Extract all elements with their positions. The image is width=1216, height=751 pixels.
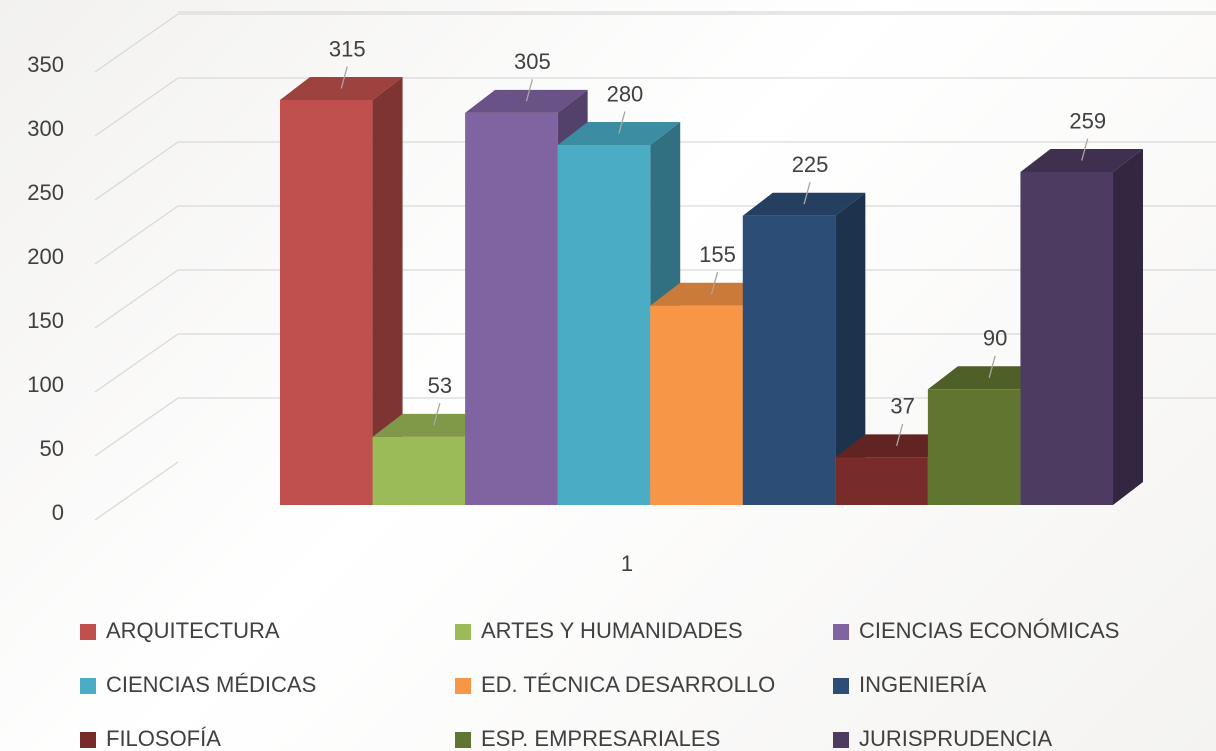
bar-side xyxy=(1113,149,1143,505)
grid-line xyxy=(94,205,179,265)
grid-line xyxy=(94,77,179,137)
label-leader xyxy=(988,355,996,378)
data-label: 280 xyxy=(607,81,644,106)
legend-swatch xyxy=(80,732,96,748)
data-label: 155 xyxy=(699,242,736,267)
bar xyxy=(465,112,558,505)
label-leader xyxy=(803,182,811,205)
grid-line xyxy=(94,397,179,457)
bar xyxy=(557,145,651,505)
bar xyxy=(835,457,928,505)
bar xyxy=(650,305,743,505)
legend-swatch xyxy=(80,624,96,640)
label-leader xyxy=(618,111,626,134)
y-tick-label: 150 xyxy=(27,308,64,333)
y-tick-label: 350 xyxy=(27,52,64,77)
legend-swatch xyxy=(833,624,849,640)
grid-line xyxy=(94,333,179,393)
label-leader xyxy=(340,66,348,89)
legend-label: CIENCIAS ECONÓMICAS xyxy=(859,618,1119,643)
bar-side xyxy=(835,192,866,505)
label-leader xyxy=(433,403,441,426)
bar xyxy=(1020,172,1113,505)
label-leader xyxy=(525,79,534,102)
bar xyxy=(742,215,836,505)
legend-swatch xyxy=(80,678,96,694)
y-tick-label: 0 xyxy=(52,500,64,525)
grid-line xyxy=(94,141,179,201)
data-label: 225 xyxy=(792,152,829,177)
legend-label: FILOSOFÍA xyxy=(106,726,221,751)
legend-swatch xyxy=(455,732,471,748)
legend-swatch xyxy=(455,678,471,694)
data-label: 259 xyxy=(1069,108,1106,133)
x-tick-label: 1 xyxy=(621,551,633,576)
legend-label: ARQUITECTURA xyxy=(106,618,280,643)
legend-label: ED. TÉCNICA DESARROLLO xyxy=(481,672,775,697)
legend-swatch xyxy=(833,678,849,694)
grid-line xyxy=(94,461,179,521)
data-label: 315 xyxy=(329,36,366,61)
bar xyxy=(372,436,466,505)
data-label: 305 xyxy=(514,49,551,74)
legend-label: CIENCIAS MÉDICAS xyxy=(106,672,316,697)
y-tick-label: 200 xyxy=(27,244,64,269)
y-tick-label: 250 xyxy=(27,180,64,205)
bar-top xyxy=(372,413,496,437)
data-label: 53 xyxy=(428,373,452,398)
y-tick-label: 300 xyxy=(27,116,64,141)
legend-label: ARTES Y HUMANIDADES xyxy=(481,618,743,643)
legend-swatch xyxy=(455,624,471,640)
data-label: 90 xyxy=(983,326,1007,351)
grid-line xyxy=(94,269,179,329)
label-leader xyxy=(1081,138,1089,161)
label-leader xyxy=(710,272,719,295)
label-leader xyxy=(895,423,904,447)
y-tick-label: 100 xyxy=(27,372,64,397)
legend-swatch xyxy=(833,732,849,748)
y-tick-label: 50 xyxy=(40,436,64,461)
bar-side xyxy=(372,77,403,505)
legend-label: JURISPRUDENCIA xyxy=(859,726,1052,751)
bar xyxy=(280,100,373,505)
legend-label: ESP. EMPRESARIALES xyxy=(481,726,720,751)
legend-label: INGENIERÍA xyxy=(859,672,986,697)
grid-line xyxy=(94,13,179,73)
data-label: 37 xyxy=(890,394,914,419)
bar xyxy=(927,389,1021,505)
